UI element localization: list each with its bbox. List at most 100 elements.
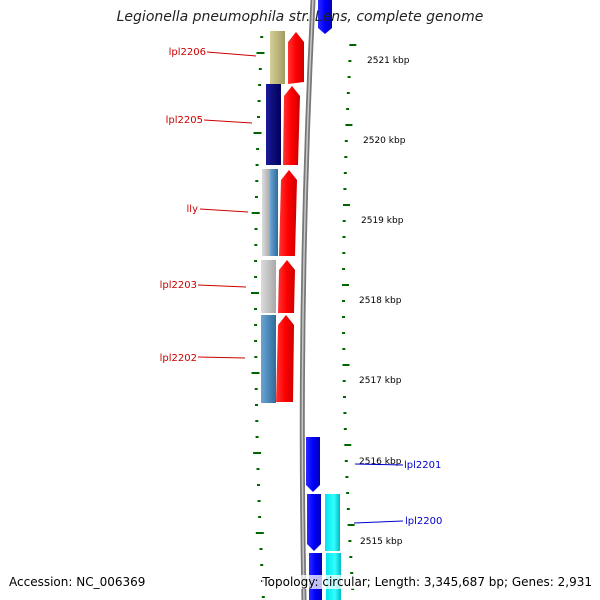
- gene-arrow-top-edge: [318, 0, 332, 34]
- tick-mark-right: [346, 508, 350, 510]
- tick-mark-right: [344, 444, 352, 446]
- gene-arrow-lpl2205[interactable]: [283, 86, 300, 165]
- tick-mark-right: [344, 140, 348, 142]
- cog-block-lpl2203: [261, 260, 276, 313]
- tick-mark-right: [342, 348, 346, 350]
- tick-mark-left: [254, 340, 258, 342]
- ruler-labels: 2521 kbp 2520 kbp 2519 kbp 2518 kbp 2517 kbp…: [359, 56, 410, 547]
- gene-label-line: [206, 51, 257, 57]
- tick-mark-left: [255, 164, 259, 166]
- tick-mark-right: [343, 428, 347, 430]
- tick-mark-left: [257, 500, 261, 502]
- genome-backbone-highlight: [301, 0, 314, 600]
- gene-labels: lpl2206 lpl2205 lly lpl2203 lpl2202 lpl2201 lp…: [160, 47, 443, 527]
- tick-mark-right: [342, 220, 346, 222]
- gene-label-line: [199, 208, 249, 213]
- tick-mark-right: [346, 92, 350, 94]
- tick-mark-left: [254, 276, 258, 278]
- tick-mark-right: [345, 124, 353, 126]
- tick-mark-left: [254, 308, 257, 310]
- tick-mark-right: [351, 588, 355, 590]
- tick-mark-left: [254, 356, 258, 358]
- gene-label-lpl2205[interactable]: lpl2205: [166, 115, 203, 126]
- tick-mark-left: [251, 212, 260, 214]
- tick-mark-right: [342, 300, 345, 302]
- gene-label-lpl2200[interactable]: lpl2200: [405, 516, 442, 527]
- cog-block-lpl2200: [325, 494, 340, 551]
- tick-mark-right: [342, 332, 346, 334]
- ruler-label: 2515 kbp: [360, 537, 403, 547]
- ruler-label: 2521 kbp: [367, 56, 410, 66]
- tick-mark-left: [255, 404, 258, 406]
- tick-marks-left: [251, 36, 265, 598]
- tick-mark-left: [258, 68, 262, 70]
- tick-mark-right: [347, 524, 355, 526]
- tick-mark-right: [342, 316, 345, 318]
- ruler-label: 2519 kbp: [361, 216, 404, 226]
- tick-mark-left: [254, 324, 258, 326]
- tick-mark-left: [254, 260, 258, 262]
- gene-arrow-lpl2201[interactable]: [306, 437, 320, 492]
- ruler-label: 2520 kbp: [363, 136, 406, 146]
- gene-label-line: [197, 284, 247, 288]
- gene-arrow-lpl2202[interactable]: [276, 315, 294, 402]
- tick-mark-left: [260, 36, 264, 38]
- tick-mark-right: [342, 380, 346, 382]
- tick-mark-left: [255, 532, 264, 534]
- tick-mark-right: [342, 268, 346, 270]
- gene-arrow-lpl2206[interactable]: [288, 32, 304, 84]
- tick-mark-left: [260, 564, 264, 566]
- accession-text: Accession: NC_006369: [9, 575, 146, 589]
- tick-mark-left: [253, 132, 262, 134]
- gene-label-line: [354, 463, 404, 466]
- tick-mark-left: [259, 548, 263, 550]
- tick-mark-right: [348, 540, 352, 542]
- tick-mark-left: [251, 292, 259, 294]
- tick-mark-right: [342, 284, 349, 286]
- genome-title: Legionella pneumophila str. Lens, comple…: [116, 9, 484, 25]
- cog-block-lpl2206: [270, 31, 285, 84]
- tick-mark-left: [261, 596, 265, 598]
- tick-mark-left: [257, 116, 260, 118]
- tick-mark-right: [346, 108, 350, 110]
- ruler-label: 2517 kbp: [359, 376, 402, 386]
- tick-mark-left: [255, 180, 259, 182]
- tick-mark-left: [251, 372, 260, 374]
- cog-block-lpl2205: [266, 84, 281, 165]
- ruler-label: 2518 kbp: [359, 296, 402, 306]
- gene-label-lly[interactable]: lly: [187, 204, 199, 215]
- tick-mark-left: [256, 148, 260, 150]
- tick-mark-left: [254, 228, 258, 230]
- gene-label-line: [203, 119, 253, 124]
- ruler-label: 2516 kbp: [359, 457, 402, 467]
- gene-arrow-lpl2203[interactable]: [278, 260, 295, 313]
- gene-label-lpl2202[interactable]: lpl2202: [160, 353, 197, 364]
- tick-mark-left: [253, 452, 262, 454]
- gene-arrow-lly[interactable]: [279, 170, 297, 256]
- tick-mark-right: [349, 556, 353, 558]
- tick-mark-right: [348, 60, 352, 62]
- gene-arrow-lpl2200[interactable]: [307, 494, 321, 551]
- gene-label-lpl2206[interactable]: lpl2206: [169, 47, 206, 58]
- tick-mark-right: [345, 476, 349, 478]
- cog-block-lly-b: [270, 169, 278, 256]
- tick-mark-left: [258, 516, 262, 518]
- tick-mark-right: [343, 172, 347, 174]
- tick-mark-right: [350, 572, 354, 574]
- tick-mark-left: [256, 52, 265, 54]
- gene-label-lpl2203[interactable]: lpl2203: [160, 280, 197, 291]
- gene-label-line: [353, 520, 404, 524]
- cog-block-lpl2202: [261, 315, 276, 403]
- tick-mark-right: [342, 252, 346, 254]
- tick-mark-right: [346, 492, 350, 494]
- tick-mark-left: [255, 420, 259, 422]
- tick-mark-right: [343, 188, 347, 190]
- tick-mark-right: [344, 156, 348, 158]
- tick-mark-right: [343, 204, 350, 206]
- tick-mark-right: [349, 44, 357, 46]
- tick-mark-right: [343, 396, 346, 398]
- tick-mark-right: [342, 236, 346, 238]
- gene-label-lpl2201[interactable]: lpl2201: [404, 460, 441, 471]
- topology-text: Topology: circular; Length: 3,345,687 bp…: [262, 575, 592, 589]
